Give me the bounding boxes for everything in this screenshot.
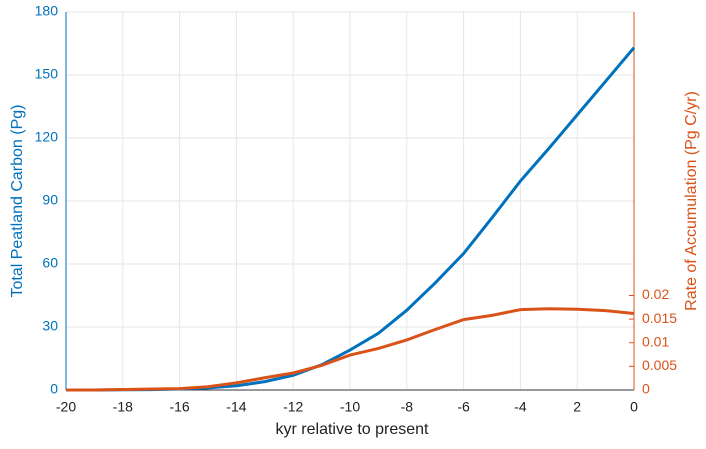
y2-tick-label: 0.015	[642, 310, 677, 326]
y2-tick-label: 0.02	[642, 286, 669, 302]
y-axis-label: Total Peatland Carbon (Pg)	[9, 105, 26, 298]
x-tick-label: -18	[113, 399, 133, 415]
y-tick-label: 0	[50, 381, 58, 397]
y2-axis-label: Rate of Accumulation (Pg C/yr)	[683, 91, 700, 311]
x-tick-label: -10	[340, 399, 360, 415]
x-tick-label: -4	[514, 399, 527, 415]
y-tick-label: 30	[42, 318, 58, 334]
y2-tick-label: 0.01	[642, 333, 669, 349]
y-tick-label: 90	[42, 192, 58, 208]
y-tick-label: 120	[35, 129, 59, 145]
y-tick-label: 150	[35, 66, 59, 82]
x-tick-label: 2	[573, 399, 581, 415]
x-tick-label: -16	[169, 399, 189, 415]
x-axis-label: kyr relative to present	[276, 421, 430, 438]
y-tick-label: 60	[42, 255, 58, 271]
x-tick-label: 0	[630, 399, 638, 415]
x-tick-label: -20	[56, 399, 76, 415]
y-tick-label: 180	[35, 3, 59, 19]
y2-tick-label: 0	[642, 381, 650, 397]
line-series	[66, 307, 635, 392]
x-tick-label: -14	[226, 399, 246, 415]
y2-tick-label: 0.005	[642, 357, 677, 373]
x-tick-label: -8	[401, 399, 414, 415]
x-tick-label: -6	[457, 399, 470, 415]
x-tick-label: -12	[283, 399, 303, 415]
